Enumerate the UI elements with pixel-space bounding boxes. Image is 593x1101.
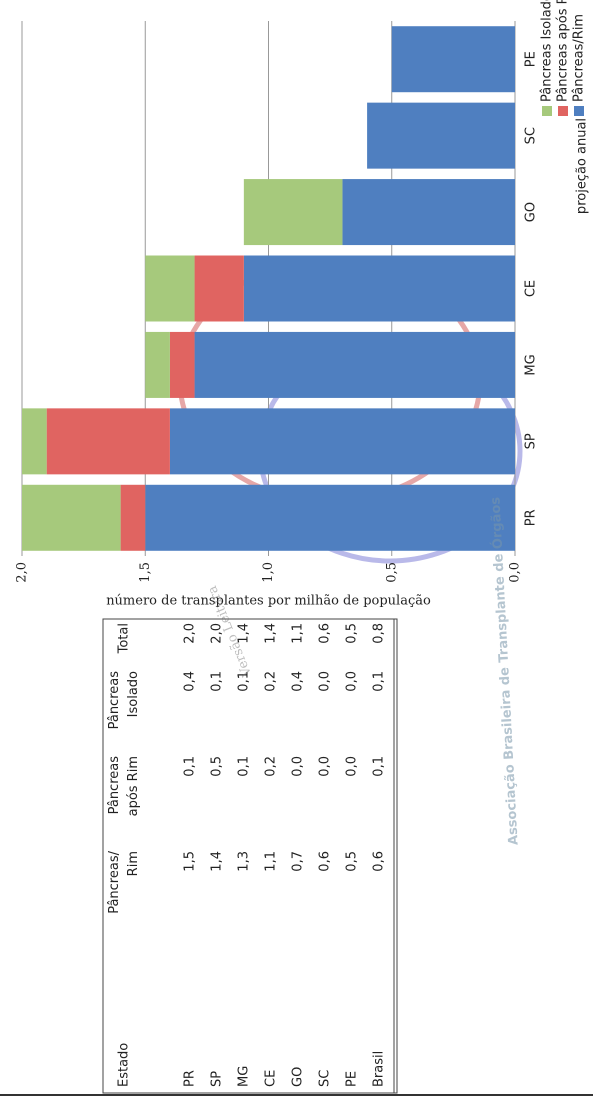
bar-segment [243, 179, 343, 246]
table-cell: 1,4 [210, 851, 225, 872]
table-cell: 1,4 [237, 623, 252, 644]
bar-segment [194, 255, 244, 322]
x-tick-label: SP [524, 433, 539, 449]
legend-swatch [558, 106, 568, 116]
y-axis-title: número de transplantes por milhão de pop… [106, 594, 431, 609]
table-cell: 1,4 [264, 623, 279, 644]
y-tick-label: 0,0 [508, 562, 523, 583]
x-tick-label: MG [524, 354, 539, 375]
legend-swatch [542, 106, 552, 116]
x-tick-label: PR [524, 509, 539, 526]
bar-segment [22, 484, 121, 551]
bar-segment [145, 331, 170, 398]
x-tick-label: SC [524, 127, 539, 144]
annotation: projeção anual [575, 118, 590, 214]
table-cell: PE [345, 1071, 360, 1087]
table-cell: 0,1 [183, 756, 198, 777]
table-cell: 1,1 [291, 623, 306, 644]
table-cell: 0,1 [372, 756, 387, 777]
table-cell: 0,6 [318, 623, 333, 644]
legend-label: Pâncreas após Rim [556, 0, 571, 102]
bar-segment [342, 179, 516, 246]
table-cell: 0,1 [210, 671, 225, 692]
table-cell: MG [237, 1066, 252, 1087]
table-cell: 0,0 [345, 756, 360, 777]
bar-segment [194, 331, 516, 398]
table-cell: 0,1 [372, 671, 387, 692]
bar-segment [145, 255, 195, 322]
table-cell: 0,6 [372, 851, 387, 872]
table-cell: 0,8 [372, 623, 387, 644]
y-tick-label: 1,0 [261, 562, 276, 583]
table-header: Rim [126, 851, 141, 876]
table-cell: SC [318, 1070, 333, 1087]
table-cell: PR [183, 1070, 198, 1087]
x-tick-label: GO [524, 202, 539, 222]
table-cell: 2,0 [183, 623, 198, 644]
bar-segment [391, 26, 515, 93]
table-box [102, 618, 398, 1094]
watermark: Associação Brasileira de Transplante de … [487, 496, 521, 845]
table-cell: 1,1 [264, 851, 279, 872]
bar-segment [169, 331, 195, 398]
table-cell: Brasil [372, 1051, 387, 1087]
table-cell: 0,5 [345, 851, 360, 872]
table-cell: 0,0 [318, 671, 333, 692]
table-cell: 0,0 [318, 756, 333, 777]
table-cell: 0,6 [318, 851, 333, 872]
legend-label: Pâncreas Isolado [540, 0, 555, 102]
table-cell: 0,4 [291, 671, 306, 692]
table-cell: 0,1 [237, 671, 252, 692]
bar-segment [145, 484, 515, 551]
y-tick-label: 1,5 [138, 562, 153, 583]
bar-segment [169, 408, 515, 475]
table-cell: 0,0 [291, 756, 306, 777]
table-cell: 0,1 [237, 756, 252, 777]
table-header: Total [117, 623, 132, 654]
bar-segment [367, 102, 515, 169]
table-cell: 0,2 [264, 756, 279, 777]
bar-segment [243, 255, 515, 322]
table-cell: 2,0 [210, 623, 225, 644]
table-header: Pâncreas [107, 756, 122, 815]
x-tick-label: CE [524, 280, 539, 297]
table-cell: GO [291, 1067, 306, 1087]
bar-segment [46, 408, 170, 475]
table-header: Pâncreas [107, 671, 122, 730]
y-tick-label: 0,5 [384, 562, 399, 583]
table-cell: 1,3 [237, 851, 252, 872]
table-cell: 0,2 [264, 671, 279, 692]
table-header: Pâncreas/ [107, 850, 122, 913]
bar-segment [22, 408, 47, 475]
legend-label: Pâncreas/Rim [572, 14, 587, 102]
table-header: após Rim [126, 756, 141, 816]
table-cell: 0,5 [345, 623, 360, 644]
bar-segment [120, 484, 146, 551]
x-tick-label: PE [524, 51, 539, 67]
table-cell: 1,5 [183, 851, 198, 872]
table-cell: CE [264, 1070, 279, 1087]
table-cell: 0,0 [345, 671, 360, 692]
table-cell: SP [210, 1071, 225, 1087]
table-cell: 0,5 [210, 756, 225, 777]
legend-swatch [574, 106, 584, 116]
table-header: Isolado [126, 671, 141, 717]
y-tick-label: 2,0 [15, 562, 30, 583]
table-cell: 0,7 [291, 851, 306, 872]
table-header: Estado [117, 1043, 132, 1087]
table-cell: 0,4 [183, 671, 198, 692]
